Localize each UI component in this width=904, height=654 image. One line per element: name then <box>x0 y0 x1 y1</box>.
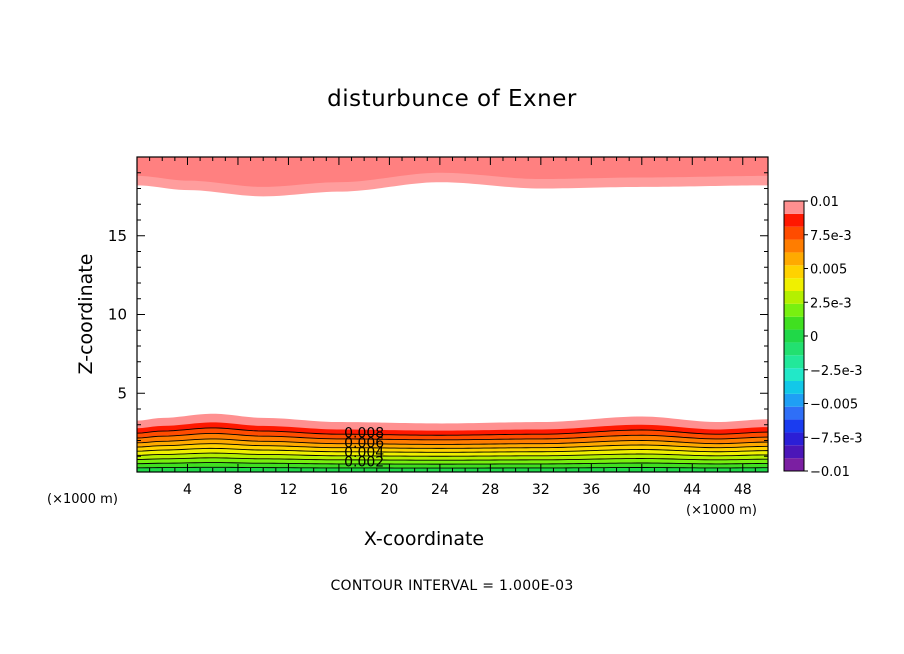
colorbar-swatch <box>784 265 804 279</box>
colorbar-swatch <box>784 419 804 433</box>
colorbar-tick-label: 0.01 <box>810 195 839 210</box>
x-tick-label: 20 <box>380 482 398 498</box>
colorbar-tick-label: 0 <box>810 330 818 345</box>
colorbar-swatch <box>784 393 804 407</box>
colorbar-tick-label: −2.5e-3 <box>810 364 863 379</box>
x-tick-label: 8 <box>233 482 242 498</box>
colorbar-swatch <box>784 303 804 317</box>
colorbar-swatch <box>784 445 804 459</box>
colorbar-swatch <box>784 355 804 369</box>
y-tick-label: 15 <box>108 227 127 245</box>
colorbar-swatch <box>784 252 804 266</box>
colorbar-swatch <box>784 368 804 381</box>
x-tick-label: 36 <box>582 482 600 498</box>
colorbar-swatch <box>784 406 804 420</box>
x-axis-label: X-coordinate <box>363 528 485 550</box>
x-tick-label: 48 <box>734 482 752 498</box>
colorbar-swatch <box>784 239 804 253</box>
contour-label: 0.006 <box>344 436 384 452</box>
contour-line <box>137 427 768 436</box>
contour-label: 0.002 <box>344 455 384 471</box>
colorbar-swatch <box>784 316 804 330</box>
contour-line <box>137 462 768 465</box>
x-tick-label: 12 <box>280 482 298 498</box>
x-tick-label: 40 <box>633 482 651 498</box>
colorbar-swatch <box>784 342 804 356</box>
colorbar-swatch <box>784 381 804 394</box>
colorbar-swatch <box>784 329 804 343</box>
colorbar-tick-label: 7.5e-3 <box>810 229 852 244</box>
x-unit-label-left: (×1000 m) <box>47 492 118 507</box>
contour-label: 0.008 <box>344 425 384 441</box>
contour-line <box>137 443 768 449</box>
colorbar-tick-label: −7.5e-3 <box>810 431 863 446</box>
x-tick-label: 24 <box>431 482 449 498</box>
x-tick-label: 44 <box>683 482 701 498</box>
colorbar-tick-label: 2.5e-3 <box>810 296 852 311</box>
colorbar-tick-label: −0.01 <box>810 465 850 480</box>
y-tick-label: 10 <box>108 306 127 324</box>
colorbar-swatch <box>784 458 804 471</box>
contour-line <box>137 447 768 453</box>
contour-band-upper <box>137 157 768 187</box>
colorbar-tick-label: −0.005 <box>810 398 858 413</box>
colorbar-swatch <box>784 291 804 304</box>
chart-title: disturbunce of Exner <box>327 86 577 112</box>
x-tick-label: 28 <box>481 482 499 498</box>
colorbar-swatch <box>784 278 804 291</box>
contour-line <box>137 457 768 461</box>
contour-line <box>137 438 768 445</box>
x-tick-label: 4 <box>183 482 192 498</box>
y-axis-label: Z-coordinate <box>75 253 97 375</box>
colorbar-tick-label: 0.005 <box>810 263 847 278</box>
x-tick-label: 16 <box>330 482 348 498</box>
contour-interval-note: CONTOUR INTERVAL = 1.000E-03 <box>330 578 574 594</box>
contour-line <box>137 452 768 457</box>
y-tick-label: 5 <box>117 384 127 402</box>
colorbar-swatch <box>784 226 804 240</box>
colorbar-swatch <box>784 201 804 214</box>
x-unit-label-right: (×1000 m) <box>686 503 757 518</box>
colorbar-swatch <box>784 213 804 227</box>
colorbar-swatch <box>784 432 804 446</box>
contour-label: 0.004 <box>344 445 384 461</box>
contour-line <box>137 432 768 441</box>
x-tick-label: 32 <box>532 482 550 498</box>
